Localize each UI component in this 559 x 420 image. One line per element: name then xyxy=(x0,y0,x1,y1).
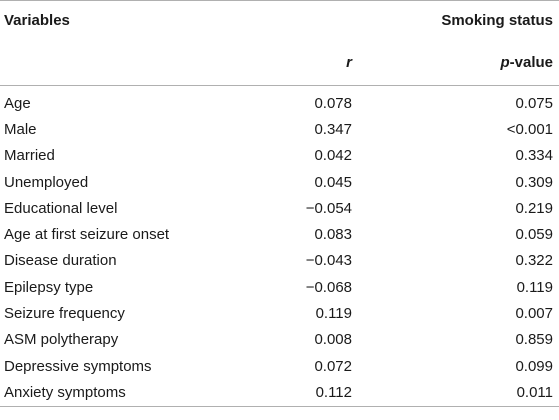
table-row: Disease duration −0.043 0.322 xyxy=(0,248,559,274)
table-row: Male 0.347 <0.001 xyxy=(0,116,559,142)
row-r-value: 0.119 xyxy=(315,305,352,323)
header-p-suffix: -value xyxy=(509,53,553,71)
correlation-table: Variables Smoking status r p-value Age 0… xyxy=(0,0,559,407)
table-row: Seizure frequency 0.119 0.007 xyxy=(0,300,559,326)
row-p-value: 0.859 xyxy=(515,331,553,349)
row-variable: Seizure frequency xyxy=(4,305,125,323)
table-row: ASM polytherapy 0.008 0.859 xyxy=(0,327,559,353)
row-r-value: 0.045 xyxy=(314,173,352,191)
row-r-value: −0.068 xyxy=(305,278,352,296)
table-row: Age at first seizure onset 0.083 0.059 xyxy=(0,221,559,247)
row-p-value: 0.007 xyxy=(515,305,553,323)
row-r-value: 0.042 xyxy=(314,147,352,165)
row-variable: Age xyxy=(4,94,31,112)
row-r-value: 0.008 xyxy=(314,331,352,349)
row-r-value: −0.043 xyxy=(305,252,352,270)
row-p-value: 0.322 xyxy=(515,252,553,270)
row-r-value: 0.072 xyxy=(314,357,352,375)
row-variable: Unemployed xyxy=(4,173,89,191)
header-p-value: p-value xyxy=(356,39,559,86)
table-row: Epilepsy type −0.068 0.119 xyxy=(0,274,559,300)
table-row: Married 0.042 0.334 xyxy=(0,143,559,169)
table-body: Age 0.078 0.075 Male 0.347 <0.001 Marrie… xyxy=(0,86,559,407)
table-row: Unemployed 0.045 0.309 xyxy=(0,169,559,195)
row-variable: Male xyxy=(4,120,37,138)
row-variable: Educational level xyxy=(4,199,118,217)
header-smoking-status-label: Smoking status xyxy=(441,11,553,29)
table-row: Age 0.078 0.075 xyxy=(0,86,559,117)
table-row: Educational level −0.054 0.219 xyxy=(0,195,559,221)
row-variable: Disease duration xyxy=(4,252,117,270)
row-p-value: 0.059 xyxy=(515,226,553,244)
row-variable: Depressive symptoms xyxy=(4,357,152,375)
row-variable: ASM polytherapy xyxy=(4,331,119,349)
row-r-value: −0.054 xyxy=(305,199,352,217)
row-variable: Anxiety symptoms xyxy=(4,383,126,401)
table-row: Anxiety symptoms 0.112 0.011 xyxy=(0,379,559,406)
row-r-value: 0.078 xyxy=(314,94,352,112)
row-p-value: 0.219 xyxy=(515,199,553,217)
row-p-value: 0.309 xyxy=(515,173,553,191)
row-p-value: 0.011 xyxy=(516,383,553,401)
row-p-value: 0.119 xyxy=(516,278,553,296)
row-r-value: 0.347 xyxy=(314,120,352,138)
row-p-value: <0.001 xyxy=(506,120,553,138)
header-variables: Variables xyxy=(4,11,70,29)
row-variable: Married xyxy=(4,147,55,165)
row-p-value: 0.075 xyxy=(515,94,553,112)
row-variable: Epilepsy type xyxy=(4,278,94,296)
table-row: Depressive symptoms 0.072 0.099 xyxy=(0,353,559,379)
header-r: r xyxy=(280,39,356,86)
row-r-value: 0.083 xyxy=(314,226,352,244)
header-p-letter: p xyxy=(500,53,510,71)
row-p-value: 0.099 xyxy=(515,357,553,375)
header-blank xyxy=(0,39,280,86)
row-variable: Age at first seizure onset xyxy=(4,226,170,244)
row-r-value: 0.112 xyxy=(315,383,352,401)
header-smoking-status: Smoking status xyxy=(280,1,559,40)
row-p-value: 0.334 xyxy=(515,147,553,165)
